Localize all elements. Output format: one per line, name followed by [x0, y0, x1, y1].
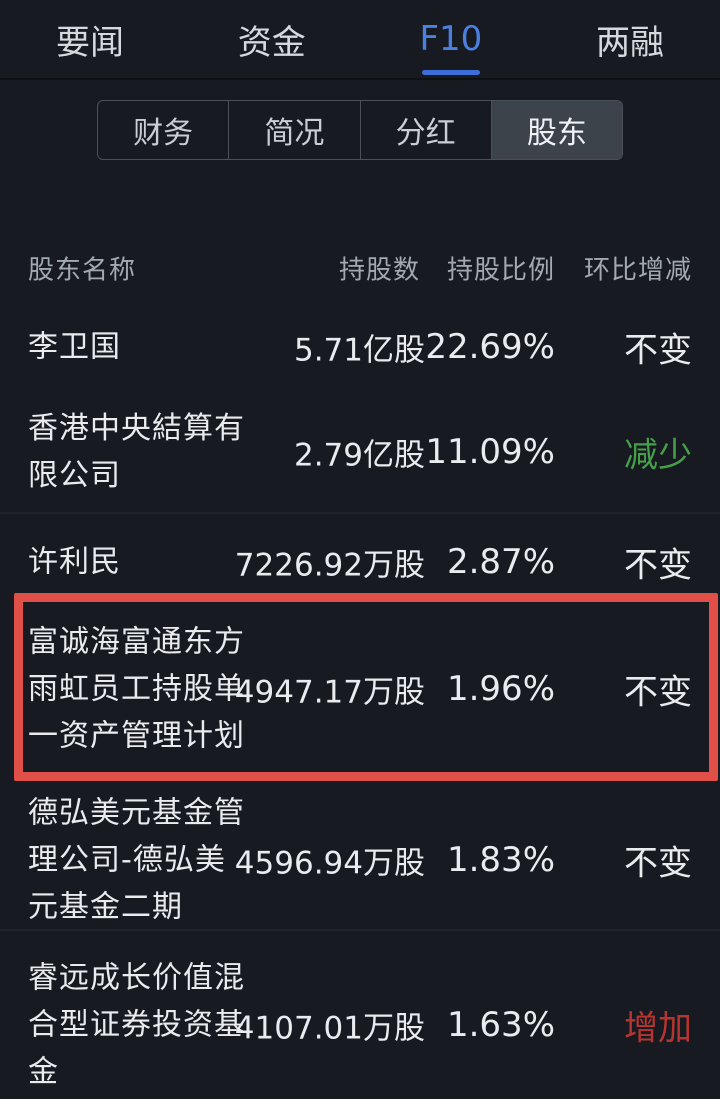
- column-change: 环比增减: [583, 255, 692, 285]
- table-row[interactable]: 德弘美元基金管 理公司-德弘美 元基金二期 4596.94万股 1.83% 不变: [0, 792, 720, 927]
- table-row[interactable]: 许利民 7226.92万股 2.87% 不变: [0, 533, 720, 591]
- tab-shareholders[interactable]: 股东: [491, 101, 622, 159]
- cell-change: 不变: [624, 843, 692, 883]
- tab-f10[interactable]: F10: [419, 0, 482, 78]
- cell-share-ratio: 2.87%: [446, 542, 555, 582]
- cell-shares-held: 4596.94万股: [234, 845, 425, 881]
- table-row[interactable]: 富诚海富通东方 雨虹员工持股单 一资产管理计划 4947.17万股 1.96% 不变: [0, 613, 720, 765]
- cell-share-ratio: 22.69%: [425, 327, 555, 367]
- cell-change: 增加: [624, 1008, 692, 1048]
- table-row[interactable]: 睿远成长价值混 合型证券投资基 金 4107.01万股 1.63% 增加: [0, 957, 720, 1092]
- tab-funds[interactable]: 资金: [238, 0, 306, 78]
- cell-shareholder-name: 李卫国: [28, 329, 121, 365]
- active-tab-underline: [421, 70, 480, 75]
- cell-share-ratio: 1.63%: [446, 1004, 555, 1045]
- tab-news-label: 要闻: [56, 22, 124, 63]
- cell-change: 不变: [624, 672, 692, 713]
- tab-finance[interactable]: 财务: [98, 101, 230, 159]
- table-row[interactable]: 李卫国 5.71亿股 22.69% 不变: [0, 318, 720, 376]
- tab-profile[interactable]: 简况: [229, 101, 361, 159]
- tab-margin-trading-label: 两融: [595, 22, 664, 63]
- row-divider: [0, 512, 720, 514]
- column-share-ratio: 持股比例: [446, 255, 555, 285]
- f10-section-tabs: 财务 简况 分红 股东: [97, 100, 623, 160]
- tab-news[interactable]: 要闻: [56, 0, 124, 78]
- cell-shareholder-name: 德弘美元基金管 理公司-德弘美 元基金二期: [28, 795, 245, 924]
- cell-shares-held: 4947.17万股: [234, 674, 425, 711]
- cell-shares-held: 4107.01万股: [234, 1010, 425, 1046]
- cell-shareholder-name: 睿远成长价值混 合型证券投资基 金: [28, 960, 245, 1089]
- table-row[interactable]: 香港中央結算有 限公司 2.79亿股 11.09% 减少: [0, 403, 720, 501]
- row-divider: [0, 929, 720, 931]
- cell-share-ratio: 1.96%: [446, 669, 555, 709]
- cell-shares-held: 2.79亿股: [293, 437, 425, 474]
- cell-change: 不变: [624, 545, 692, 586]
- cell-change: 减少: [624, 435, 692, 476]
- cell-change: 不变: [624, 330, 692, 371]
- cell-shares-held: 5.71亿股: [293, 332, 425, 369]
- column-shareholder-name: 股东名称: [28, 255, 137, 285]
- column-shares-held: 持股数: [338, 255, 420, 285]
- cell-shareholder-name: 香港中央結算有 限公司: [28, 411, 245, 493]
- tab-funds-label: 资金: [237, 22, 306, 63]
- table-header-row: 股东名称 持股数 持股比例 环比增减: [0, 240, 720, 295]
- cell-shareholder-name: 许利民: [28, 544, 121, 580]
- tab-dividend[interactable]: 分红: [361, 101, 492, 159]
- tab-margin-trading[interactable]: 两融: [596, 0, 664, 78]
- tab-f10-label: F10: [419, 19, 483, 59]
- cell-share-ratio: 11.09%: [425, 432, 555, 472]
- cell-share-ratio: 1.83%: [446, 839, 555, 880]
- cell-shareholder-name: 富诚海富通东方 雨虹员工持股单 一资产管理计划: [28, 624, 245, 754]
- cell-shares-held: 7226.92万股: [234, 547, 425, 584]
- top-nav: 要闻 资金 F10 两融: [0, 0, 720, 80]
